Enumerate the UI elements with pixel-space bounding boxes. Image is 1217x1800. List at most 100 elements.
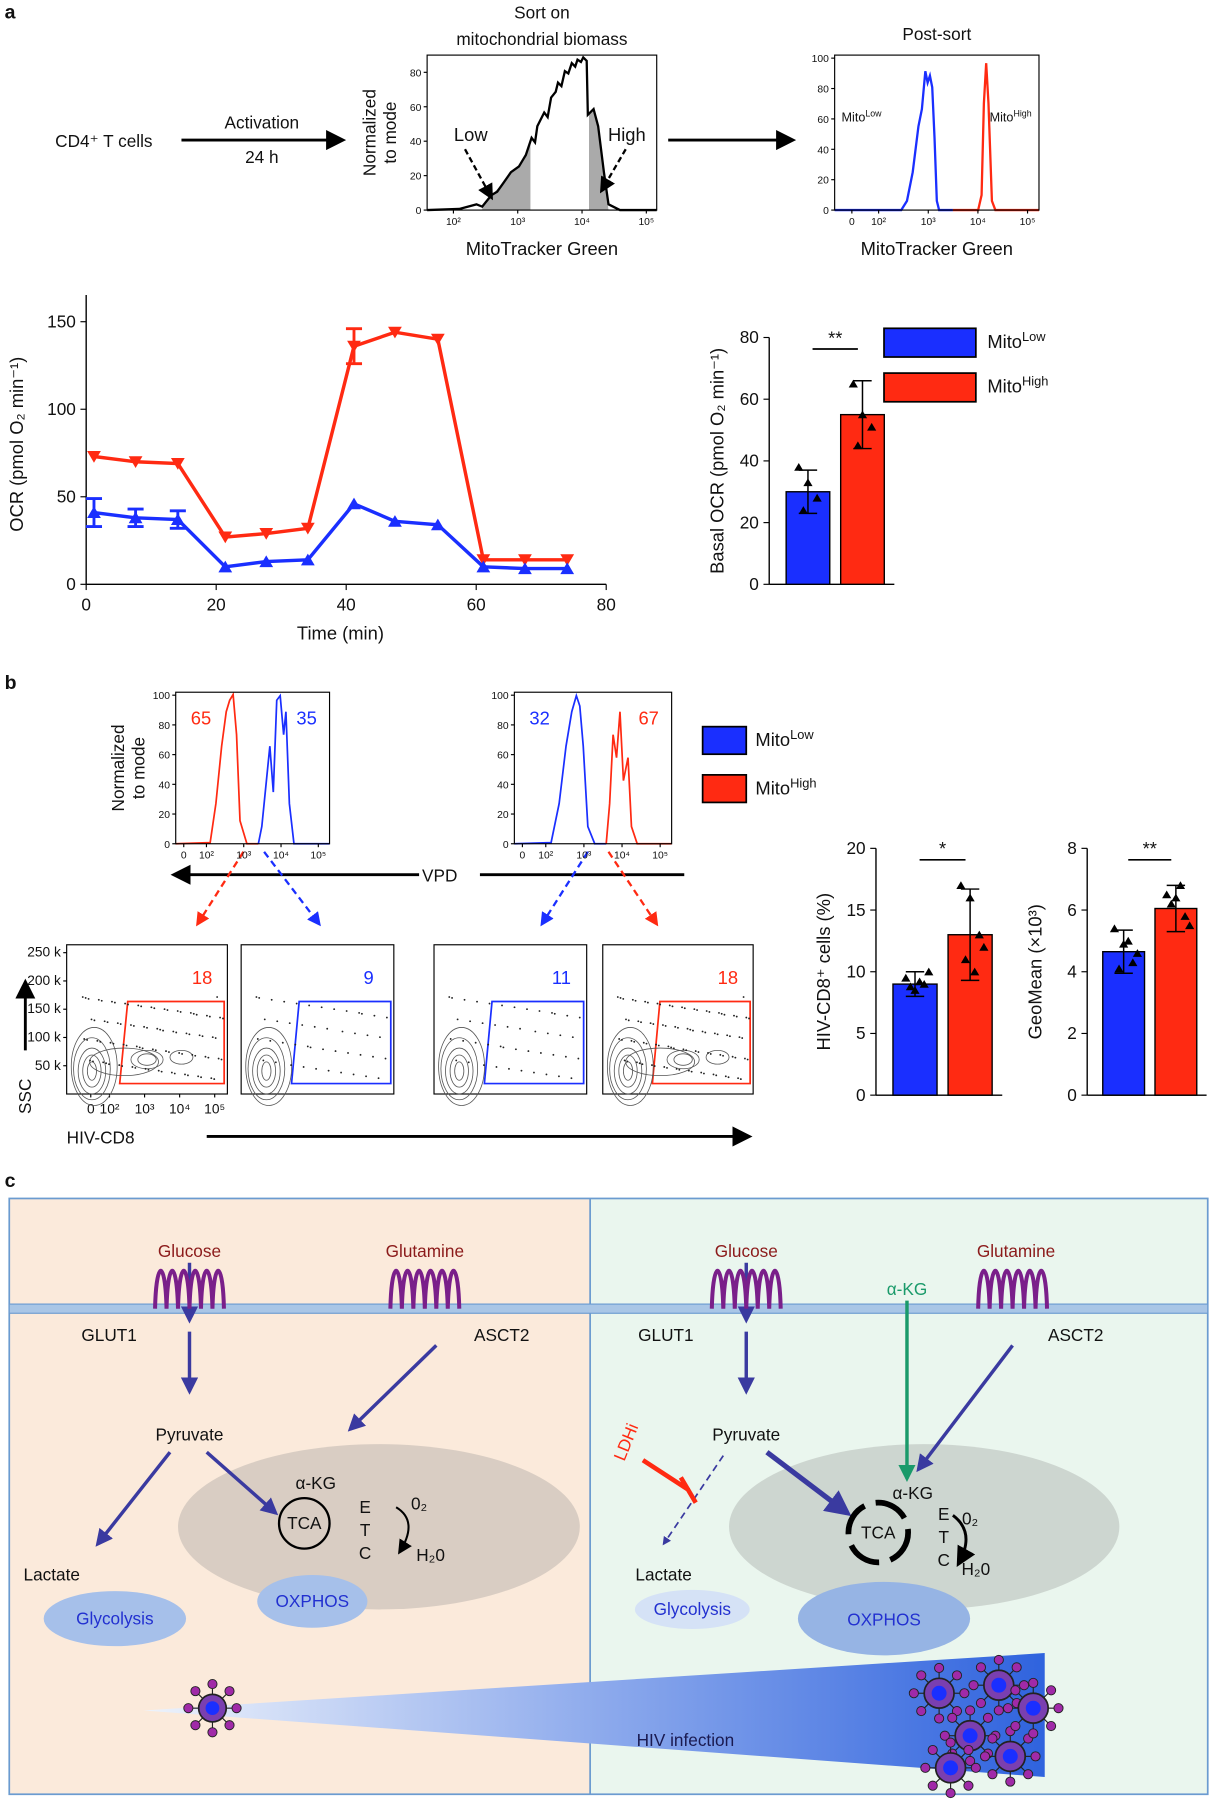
y-tick-label: 20 [740, 512, 759, 532]
data-point [128, 456, 143, 468]
event-dot [514, 1048, 517, 1051]
event-dot [677, 1026, 679, 1029]
event-dot [208, 1015, 211, 1018]
event-dot [178, 1052, 181, 1054]
contour-line [89, 1047, 159, 1077]
event-dot [146, 1026, 148, 1029]
data-point [1175, 881, 1186, 890]
event-dot [448, 996, 451, 998]
y-tick-label: 0 [823, 206, 829, 217]
event-dot [734, 1056, 737, 1059]
event-dot [288, 1022, 291, 1025]
x-tick-label: 10² [199, 851, 214, 862]
event-dot [661, 1024, 664, 1026]
x-tick-label: 80 [597, 595, 616, 615]
event-dot [157, 1069, 160, 1072]
y-tick-label: 8 [1067, 838, 1077, 858]
event-dot [687, 1069, 690, 1072]
event-dot [713, 1032, 716, 1035]
event-dot [689, 1028, 692, 1031]
receptor [388, 1269, 462, 1309]
virus-knob [965, 1755, 976, 1767]
data-point [1166, 899, 1176, 908]
event-dot [269, 1039, 272, 1042]
y-tick-label: 15 [847, 900, 866, 920]
event-dot [651, 1064, 653, 1067]
event-dot [181, 1052, 184, 1055]
event-dot [189, 1011, 192, 1014]
event-dot [333, 1008, 336, 1011]
label-sup: Low [865, 109, 882, 119]
data-point [960, 955, 971, 964]
virus-knob [1046, 1685, 1057, 1696]
event-dot [130, 1024, 132, 1026]
contour-line [82, 1054, 102, 1088]
x-tick-label: 10⁵ [638, 217, 654, 228]
y-tick-label: 40 [410, 137, 422, 148]
data-point [218, 560, 233, 573]
event-dot [545, 1073, 548, 1076]
y-tick-label: 80 [817, 85, 829, 96]
virus-knob [939, 1730, 950, 1741]
plot-frame [513, 691, 673, 845]
legend-swatch [701, 774, 748, 804]
transporter: GLUT1 [638, 1325, 693, 1345]
data-point [170, 513, 185, 526]
event-dot [513, 1006, 516, 1009]
event-dot [105, 1062, 108, 1065]
x-tick-label: 10³ [236, 851, 251, 862]
event-dot [499, 1045, 502, 1048]
event-dot [633, 1040, 636, 1043]
etc-letter: E [938, 1504, 949, 1524]
event-dot [731, 1055, 734, 1058]
contour-line [256, 1054, 276, 1088]
virus-knob [927, 1744, 938, 1756]
data-point [1132, 949, 1143, 957]
metabolite: Glutamine [386, 1241, 464, 1261]
gate-percent: 67 [638, 707, 658, 728]
plot-frame [834, 54, 1040, 211]
metabolite: H₂0 [962, 1559, 991, 1579]
y-tick-label: 150 [47, 311, 76, 331]
event-dot [255, 996, 258, 998]
event-dot [707, 1052, 709, 1054]
event-dot [742, 996, 745, 998]
event-dot [671, 1005, 674, 1008]
data-point [910, 986, 920, 994]
event-dot [630, 1039, 633, 1042]
event-dot [526, 1008, 528, 1011]
etc-letter: T [360, 1520, 371, 1540]
event-dot [290, 1064, 293, 1067]
y-tick-label: 0 [503, 840, 509, 851]
gate-arrow [196, 851, 245, 927]
data-point [798, 506, 808, 514]
gate-arrow [607, 851, 659, 927]
data-point [1171, 893, 1181, 902]
data-point [476, 554, 491, 567]
step-label: Activation [225, 113, 300, 133]
event-dot [214, 1037, 217, 1039]
event-dot [192, 1012, 195, 1015]
event-dot [187, 1074, 189, 1077]
y-tick-label: 4 [1067, 961, 1077, 981]
event-dot [519, 1027, 521, 1030]
y-tick-label: 40 [497, 780, 509, 791]
event-dot [207, 1056, 210, 1059]
event-dot [705, 1010, 708, 1012]
event-dot [733, 1014, 735, 1017]
data-point [794, 462, 804, 471]
y-tick-label: 150 k [27, 1001, 61, 1016]
chart-title: mitochondrial biomass [456, 29, 627, 49]
plot-frame [433, 944, 588, 1095]
event-dot [84, 997, 87, 999]
event-dot [315, 1067, 318, 1070]
data-point [956, 881, 966, 890]
event-dot [179, 1011, 182, 1013]
event-dot [533, 1071, 535, 1074]
histogram-trace [257, 693, 330, 845]
data-point [518, 554, 532, 567]
event-dot [308, 1004, 311, 1007]
virus-knob [224, 1686, 235, 1697]
virus-knob [1030, 1751, 1041, 1762]
event-dot [113, 1001, 116, 1004]
